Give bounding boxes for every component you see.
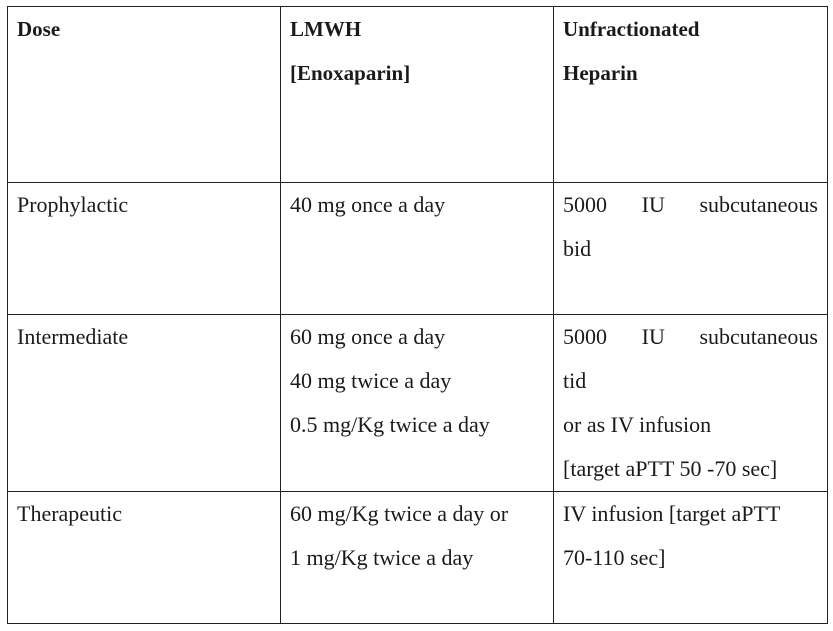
cell-lmwh: 60 mg/Kg twice a day or 1 mg/Kg twice a …: [280, 491, 554, 624]
table-row: Intermediate 60 mg once a day 40 mg twic…: [7, 314, 828, 492]
header-lmwh: LMWH [Enoxaparin]: [280, 6, 554, 183]
header-ufh-line1: Unfractionated: [563, 17, 700, 41]
ufh-line: tid: [563, 368, 587, 393]
cell-lmwh: 60 mg once a day 40 mg twice a day 0.5 m…: [280, 314, 554, 492]
header-dose: Dose: [7, 6, 281, 183]
ufh-line: 70-110 sec]: [563, 545, 666, 570]
lmwh-line: 0.5 mg/Kg twice a day: [290, 412, 490, 437]
lmwh-line: 40 mg twice a day: [290, 368, 452, 393]
header-lmwh-line1: LMWH: [290, 17, 362, 41]
cell-ufh: 5000 IU subcutaneous bid: [553, 182, 828, 315]
cell-dose: Intermediate: [7, 314, 281, 492]
dose-label: Intermediate: [17, 324, 129, 349]
ufh-line-justified: 5000 IU subcutaneous: [563, 324, 818, 349]
ufh-line: IV infusion [target aPTT: [563, 501, 781, 526]
header-lmwh-line2: [Enoxaparin]: [290, 61, 411, 85]
dose-label: Therapeutic: [17, 501, 123, 526]
cell-ufh: IV infusion [target aPTT 70-110 sec]: [553, 491, 828, 624]
cell-lmwh: 40 mg once a day: [280, 182, 554, 315]
ufh-line: [target aPTT 50 -70 sec]: [563, 456, 778, 481]
lmwh-line: 60 mg/Kg twice a day or: [290, 501, 509, 526]
cell-ufh: 5000 IU subcutaneous tid or as IV infusi…: [553, 314, 828, 492]
cell-dose: Prophylactic: [7, 182, 281, 315]
dose-label: Prophylactic: [17, 192, 129, 217]
header-dose-label: Dose: [17, 17, 61, 41]
lmwh-line: 1 mg/Kg twice a day: [290, 545, 474, 570]
lmwh-line: 40 mg once a day: [290, 192, 446, 217]
ufh-line: or as IV infusion: [563, 412, 712, 437]
cell-dose: Therapeutic: [7, 491, 281, 624]
header-ufh-line2: Heparin: [563, 61, 638, 85]
ufh-line: bid: [563, 236, 592, 261]
lmwh-line: 60 mg once a day: [290, 324, 446, 349]
dosing-table: Dose LMWH [Enoxaparin] Unfractionated He…: [7, 6, 828, 624]
table-row: Prophylactic 40 mg once a day 5000 IU su…: [7, 182, 828, 315]
header-ufh: Unfractionated Heparin: [553, 6, 828, 183]
table-row: Therapeutic 60 mg/Kg twice a day or 1 mg…: [7, 491, 828, 624]
ufh-line-justified: 5000 IU subcutaneous: [563, 192, 818, 217]
table-header-row: Dose LMWH [Enoxaparin] Unfractionated He…: [7, 6, 828, 183]
